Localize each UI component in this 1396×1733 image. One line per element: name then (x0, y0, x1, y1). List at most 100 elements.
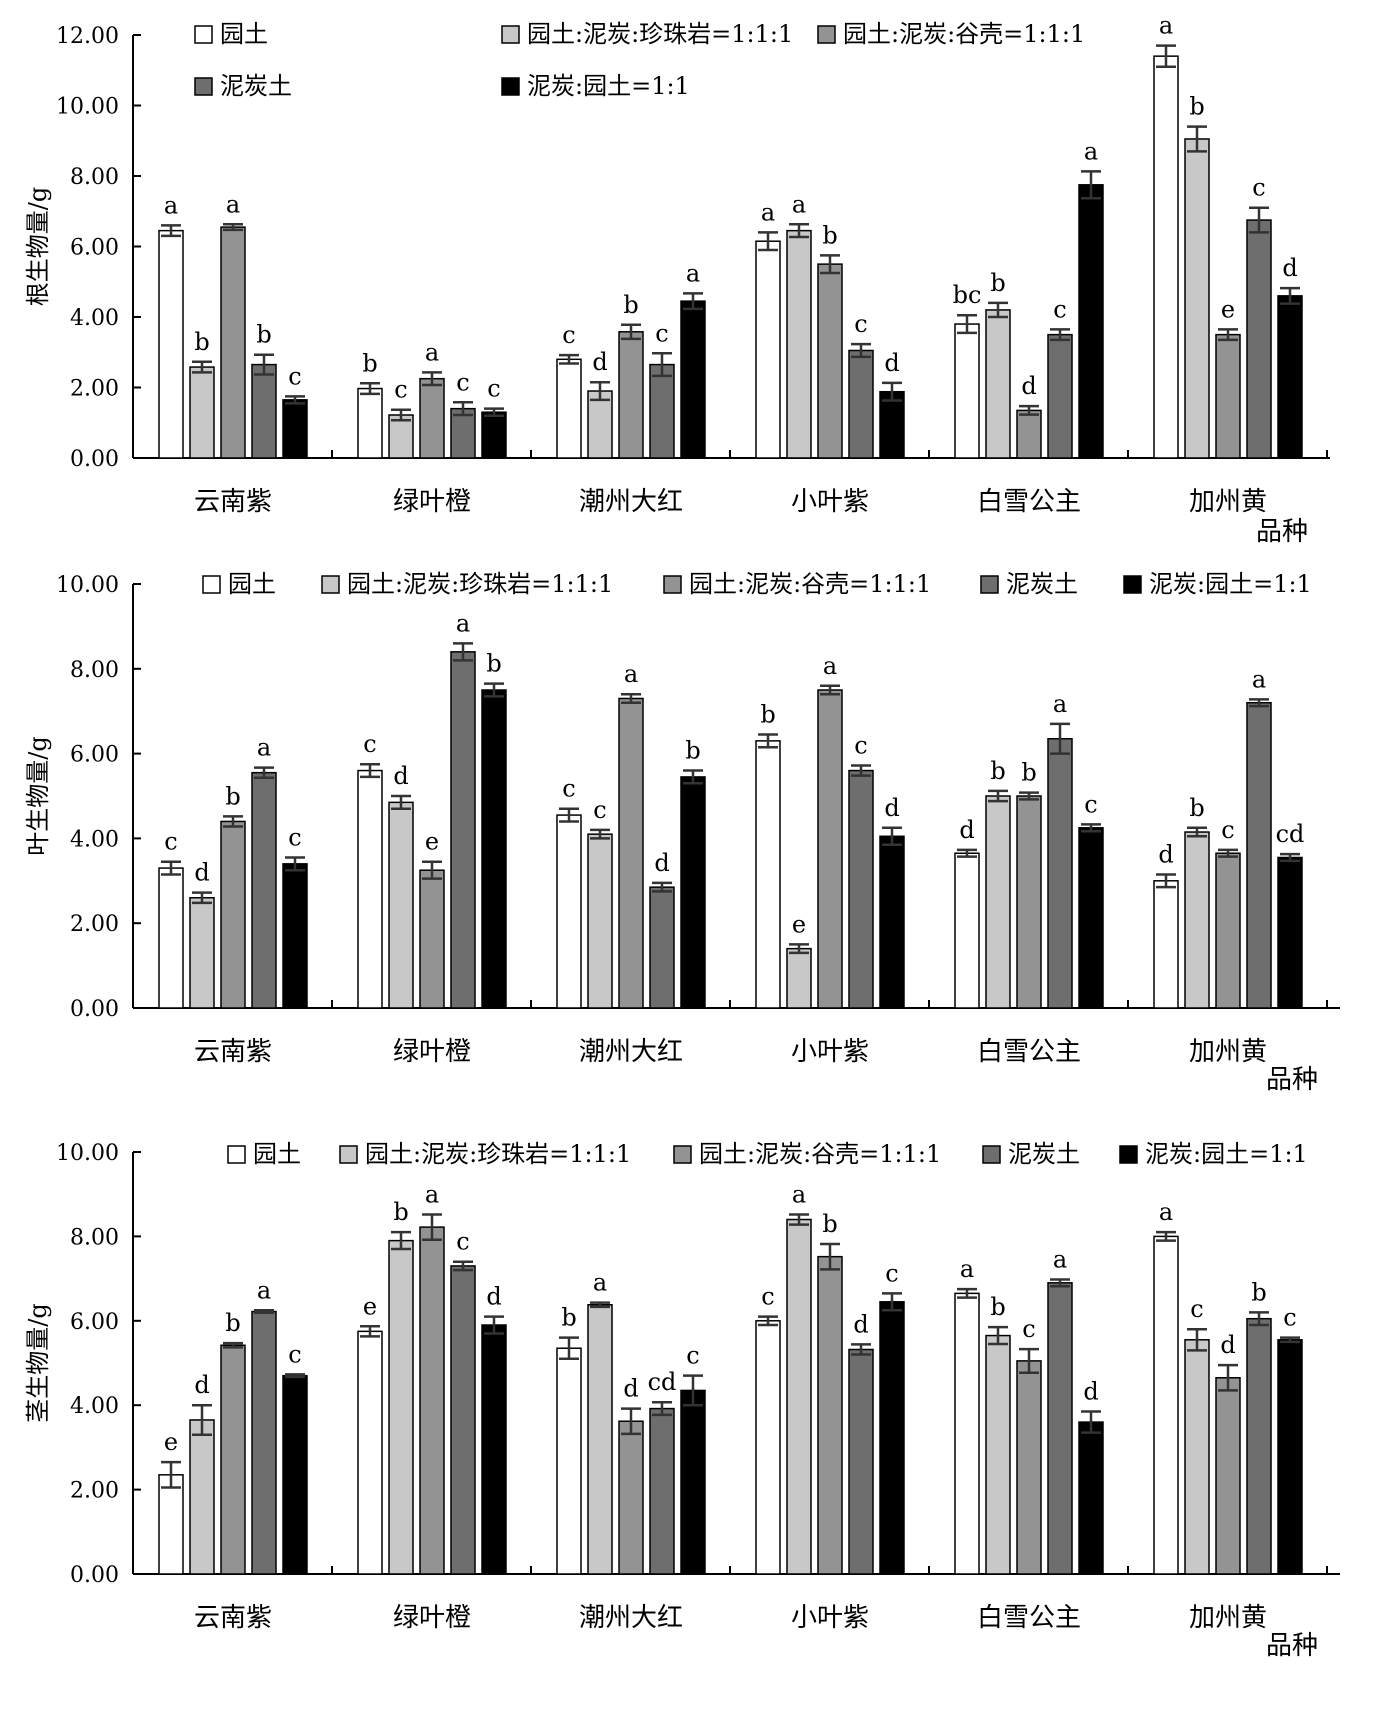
bar (220, 820, 246, 1009)
legend-label: 园土 (253, 1140, 301, 1168)
chart-1: 0.00 2.00 4.00 6.00 8.00 10.00 12.00 云南紫 绿叶橙 潮州大红… (24, 12, 1330, 547)
bar (1184, 138, 1210, 459)
bar (755, 240, 781, 459)
significance-letter: c (593, 796, 606, 824)
significance-letter: e (792, 910, 806, 938)
significance-letter: d (1282, 254, 1297, 282)
significance-letter: d (654, 849, 669, 877)
y-tick-label: 4.00 (70, 1394, 119, 1419)
bar (556, 1347, 582, 1575)
y-tick-label: 0.00 (70, 997, 119, 1022)
bar (1184, 831, 1210, 1009)
legend-label: 泥炭:园土=1:1 (1149, 570, 1312, 598)
x-tick-label: 云南紫 (194, 1037, 272, 1067)
legend-swatch (194, 25, 213, 44)
bar (1153, 55, 1179, 459)
significance-letter: a (456, 609, 470, 637)
significance-letter: b (225, 1309, 240, 1337)
bar (388, 1239, 414, 1575)
significance-letter: b (1189, 93, 1204, 121)
significance-letter: b (822, 221, 837, 249)
bar (450, 407, 476, 459)
significance-letter: d (1220, 1331, 1235, 1359)
significance-letter: a (792, 190, 806, 218)
significance-letter: c (655, 319, 668, 347)
significance-letter: a (425, 1180, 439, 1208)
significance-letter: a (761, 198, 775, 226)
significance-letter: e (164, 1428, 178, 1456)
significance-letter: b (1251, 1278, 1266, 1306)
legend-swatch (1119, 1145, 1138, 1164)
significance-letter: b (623, 291, 638, 319)
legend-swatch (321, 575, 340, 594)
x-tick-label: 小叶紫 (791, 487, 869, 517)
bar (680, 776, 706, 1009)
y-axis-title: 叶生物量/g (24, 736, 52, 855)
legend-swatch (227, 1145, 246, 1164)
bar (1277, 856, 1303, 1009)
significance-letter: a (1084, 137, 1098, 165)
significance-letter: a (1252, 665, 1266, 693)
bar (1016, 795, 1042, 1009)
bar (189, 366, 215, 459)
significance-letter: c (761, 1283, 774, 1311)
significance-letter: c (562, 321, 575, 349)
significance-letter: d (592, 348, 607, 376)
bar (1047, 738, 1073, 1009)
legend-swatch (339, 1145, 358, 1164)
significance-letter: cd (648, 1368, 677, 1396)
legend-label: 园土:泥炭:珍珠岩=1:1:1 (365, 1140, 631, 1168)
significance-letter: a (686, 259, 700, 287)
significance-letter: bc (953, 281, 982, 309)
bar (649, 1407, 675, 1575)
bar (1016, 409, 1042, 459)
significance-letter: c (456, 368, 469, 396)
bar (755, 740, 781, 1009)
legend-label: 园土:泥炭:谷壳=1:1:1 (843, 20, 1085, 48)
bar (954, 852, 980, 1009)
legend-swatch (663, 575, 682, 594)
x-tick-label: 小叶紫 (791, 1603, 869, 1633)
x-tick-label: 小叶紫 (791, 1037, 869, 1067)
x-axis-title: 品种 (1266, 1065, 1318, 1095)
bar (1215, 333, 1241, 459)
bar (282, 863, 308, 1009)
significance-letter: a (792, 1180, 806, 1208)
significance-letter: b (362, 349, 377, 377)
legend-swatch (194, 77, 213, 96)
significance-letter: c (1084, 790, 1097, 818)
y-tick-label: 10.00 (56, 1141, 119, 1166)
bar (1277, 295, 1303, 459)
x-tick-label: 绿叶橙 (393, 1037, 471, 1067)
bar (1078, 184, 1104, 459)
y-tick-label: 4.00 (70, 306, 119, 331)
legend-swatch (817, 25, 836, 44)
bar (1078, 1421, 1104, 1575)
significance-letter: c (1283, 1304, 1296, 1332)
legend-label: 泥炭:园土=1:1 (1145, 1140, 1308, 1168)
bar (450, 1265, 476, 1575)
significance-letter: b (256, 321, 271, 349)
bar (817, 689, 843, 1009)
x-tick-label: 加州黄 (1189, 487, 1267, 517)
significance-letter: b (225, 782, 240, 810)
significance-letter: c (854, 731, 867, 759)
bar (1246, 1317, 1272, 1575)
bar (481, 1324, 507, 1575)
significance-letter: d (486, 1283, 501, 1311)
bar (450, 651, 476, 1009)
legend-label: 园土:泥炭:谷壳=1:1:1 (689, 570, 931, 598)
significance-letter: c (164, 828, 177, 856)
bar (158, 867, 184, 1009)
significance-letter: a (1159, 12, 1173, 40)
bar (1184, 1339, 1210, 1575)
x-tick-label: 白雪公主 (977, 487, 1081, 517)
bar (618, 331, 644, 459)
y-tick-label: 8.00 (70, 1225, 119, 1250)
significance-letter: b (990, 757, 1005, 785)
significance-letter: d (1158, 840, 1173, 868)
bar (954, 1292, 980, 1575)
significance-letter: e (425, 828, 439, 856)
bar (817, 263, 843, 459)
x-tick-label: 云南紫 (194, 487, 272, 517)
